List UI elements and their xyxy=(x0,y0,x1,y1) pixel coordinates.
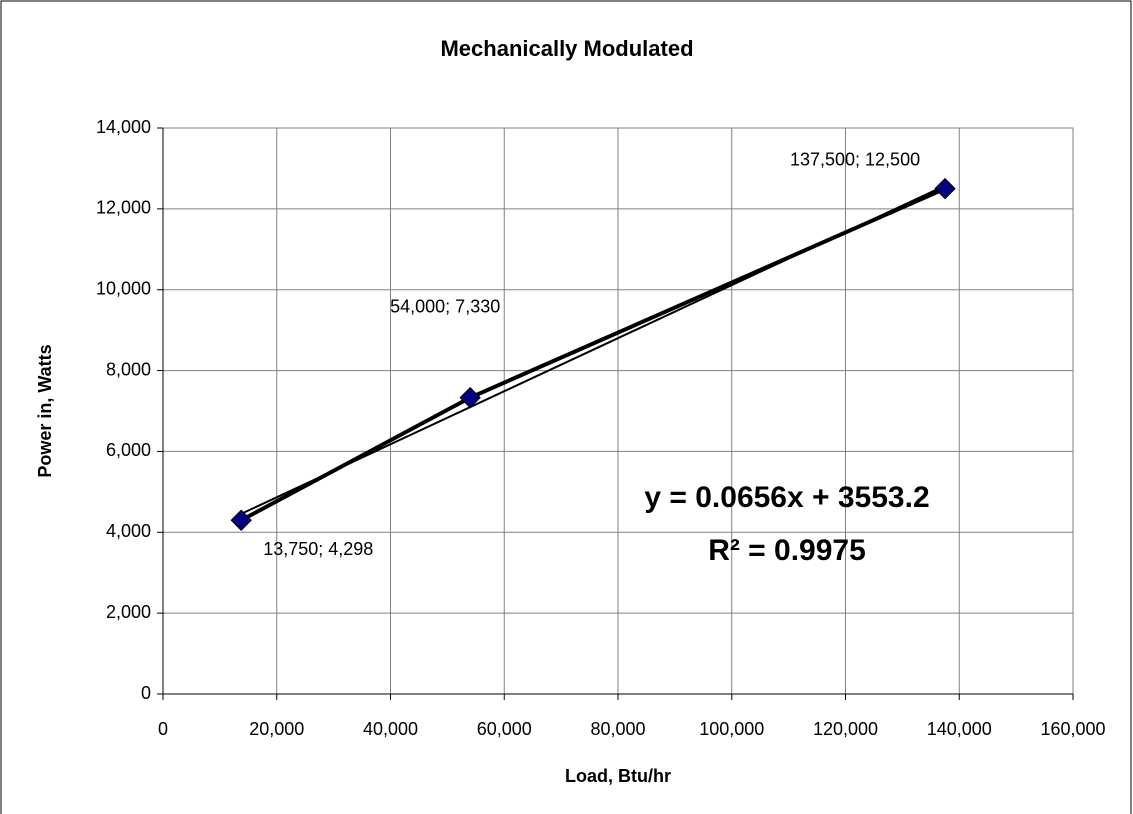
y-tick-label: 8,000 xyxy=(106,359,151,379)
x-tick-label: 60,000 xyxy=(477,719,532,739)
x-tick-label: 40,000 xyxy=(363,719,418,739)
trendline-r2: R² = 0.9975 xyxy=(708,534,866,567)
x-tick-label: 80,000 xyxy=(590,719,645,739)
marker xyxy=(230,509,252,531)
y-tick-label: 10,000 xyxy=(96,278,151,298)
x-tick-label: 160,000 xyxy=(1040,719,1105,739)
trendline-equation: y = 0.0656x + 3553.2 xyxy=(644,481,929,514)
x-tick-label: 20,000 xyxy=(249,719,304,739)
chart-title: Mechanically Modulated xyxy=(440,36,693,61)
y-tick-label: 14,000 xyxy=(96,117,151,137)
y-tick-label: 4,000 xyxy=(106,521,151,541)
y-tick-label: 6,000 xyxy=(106,440,151,460)
y-axis-label: Power in, Watts xyxy=(35,344,55,477)
marker xyxy=(459,386,481,409)
x-tick-label: 100,000 xyxy=(699,719,764,739)
x-tick-label: 140,000 xyxy=(927,719,992,739)
data-label: 54,000; 7,330 xyxy=(390,296,500,316)
trendline xyxy=(240,184,946,515)
y-tick-label: 2,000 xyxy=(106,602,151,622)
y-tick-label: 0 xyxy=(141,683,151,703)
x-tick-label: 0 xyxy=(158,719,168,739)
marker xyxy=(934,177,956,200)
x-tick-label: 120,000 xyxy=(813,719,878,739)
data-label: 137,500; 12,500 xyxy=(790,149,920,169)
y-tick-label: 12,000 xyxy=(96,198,151,218)
data-label: 13,750; 4,298 xyxy=(263,539,373,559)
x-axis-label: Load, Btu/hr xyxy=(565,766,671,786)
